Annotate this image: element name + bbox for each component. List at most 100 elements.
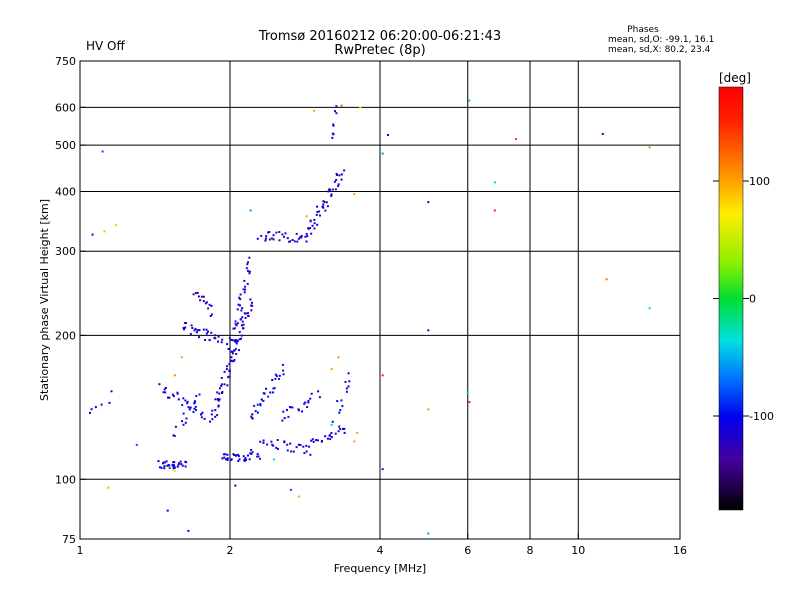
data-point bbox=[227, 348, 230, 350]
data-point bbox=[341, 405, 344, 408]
data-point bbox=[251, 413, 254, 416]
data-point bbox=[195, 395, 198, 397]
data-point bbox=[648, 146, 651, 149]
data-point bbox=[214, 409, 217, 412]
data-point bbox=[204, 339, 207, 341]
data-point bbox=[303, 402, 306, 405]
data-point bbox=[182, 423, 185, 426]
data-point bbox=[339, 428, 342, 430]
data-point bbox=[182, 412, 185, 415]
data-point bbox=[340, 104, 343, 107]
data-point bbox=[173, 374, 176, 377]
data-point bbox=[248, 272, 251, 275]
data-point bbox=[282, 373, 285, 376]
data-point bbox=[605, 278, 608, 281]
data-point bbox=[114, 224, 117, 227]
data-point bbox=[301, 410, 304, 413]
data-point bbox=[238, 349, 240, 352]
data-point bbox=[242, 327, 244, 330]
data-point bbox=[331, 136, 334, 139]
data-point bbox=[356, 432, 359, 434]
data-point bbox=[284, 232, 287, 235]
data-point bbox=[211, 409, 214, 412]
data-point bbox=[338, 411, 341, 414]
data-point bbox=[220, 341, 223, 344]
data-point bbox=[163, 461, 166, 464]
data-point bbox=[328, 434, 331, 437]
data-point bbox=[347, 372, 350, 375]
data-point bbox=[309, 227, 312, 229]
data-point bbox=[217, 335, 220, 338]
data-point bbox=[240, 334, 243, 337]
data-point bbox=[202, 300, 205, 303]
data-point bbox=[293, 240, 296, 243]
data-point bbox=[312, 440, 315, 443]
data-point bbox=[262, 400, 265, 402]
data-point bbox=[310, 439, 313, 442]
data-point bbox=[304, 235, 307, 238]
data-point bbox=[251, 304, 254, 307]
data-point bbox=[324, 435, 327, 438]
data-point bbox=[247, 315, 250, 318]
data-point bbox=[244, 288, 247, 291]
data-point bbox=[166, 509, 169, 512]
data-point bbox=[251, 451, 254, 454]
data-point bbox=[335, 172, 338, 175]
data-point bbox=[90, 408, 93, 411]
data-point bbox=[243, 291, 246, 294]
data-point bbox=[198, 336, 201, 339]
data-point bbox=[184, 399, 187, 402]
data-point bbox=[245, 267, 248, 270]
data-point bbox=[228, 363, 231, 365]
data-point bbox=[165, 460, 168, 463]
data-point bbox=[186, 402, 189, 405]
data-point bbox=[173, 470, 176, 473]
data-point bbox=[289, 240, 292, 243]
data-point bbox=[234, 323, 237, 326]
data-point bbox=[193, 329, 196, 332]
data-point bbox=[192, 293, 195, 296]
data-point bbox=[268, 231, 271, 233]
data-point bbox=[241, 316, 244, 319]
data-point bbox=[163, 467, 166, 470]
data-point bbox=[214, 337, 217, 340]
data-point bbox=[189, 406, 192, 409]
data-point bbox=[244, 285, 246, 288]
data-point bbox=[214, 415, 217, 418]
data-point bbox=[278, 377, 280, 380]
data-points bbox=[89, 99, 651, 535]
data-point bbox=[244, 312, 247, 315]
data-point bbox=[167, 396, 169, 399]
data-point bbox=[194, 405, 197, 408]
data-point bbox=[271, 391, 274, 394]
data-point bbox=[172, 434, 175, 437]
data-point bbox=[345, 390, 348, 393]
data-point bbox=[164, 387, 167, 389]
data-point bbox=[243, 312, 246, 315]
data-point bbox=[292, 450, 295, 453]
data-point bbox=[278, 231, 281, 233]
data-point bbox=[347, 385, 350, 388]
data-point bbox=[295, 232, 298, 235]
data-point bbox=[218, 392, 221, 395]
data-point bbox=[235, 353, 238, 355]
data-point bbox=[173, 466, 176, 469]
chart-title-line-1: Tromsø 20160212 06:20:00-06:21:43 bbox=[258, 29, 501, 44]
data-point bbox=[236, 308, 239, 311]
data-point bbox=[174, 425, 177, 428]
data-point bbox=[244, 316, 247, 319]
data-point bbox=[330, 432, 333, 434]
data-point bbox=[282, 410, 285, 413]
data-point bbox=[239, 293, 242, 296]
data-point bbox=[172, 467, 175, 470]
data-point bbox=[241, 320, 244, 323]
data-point bbox=[198, 329, 201, 332]
data-point bbox=[328, 188, 331, 191]
data-point bbox=[334, 110, 336, 113]
data-point bbox=[256, 237, 259, 240]
data-point bbox=[239, 318, 242, 321]
x-tick-label: 8 bbox=[527, 544, 534, 557]
data-point bbox=[217, 399, 220, 402]
data-point bbox=[107, 486, 110, 489]
data-point bbox=[238, 338, 241, 341]
